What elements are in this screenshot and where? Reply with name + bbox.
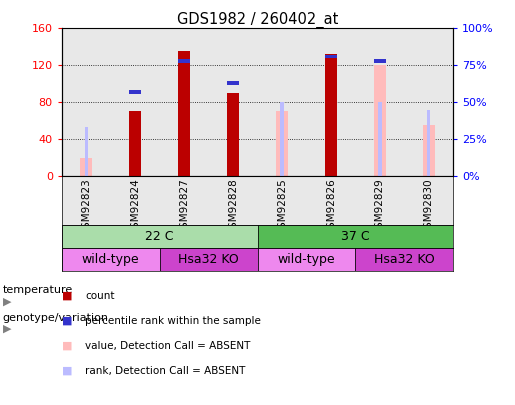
Bar bbox=[355, 248, 453, 271]
Text: wild-type: wild-type bbox=[82, 254, 140, 266]
Bar bbox=[129, 90, 141, 94]
Text: Hsa32 KO: Hsa32 KO bbox=[374, 254, 435, 266]
Text: wild-type: wild-type bbox=[278, 254, 335, 266]
Text: GSM92823: GSM92823 bbox=[81, 179, 91, 235]
Bar bbox=[62, 225, 258, 248]
Text: GSM92826: GSM92826 bbox=[326, 179, 336, 235]
Text: GSM92827: GSM92827 bbox=[179, 179, 189, 235]
Bar bbox=[84, 127, 88, 176]
Bar bbox=[258, 225, 453, 248]
Text: temperature: temperature bbox=[3, 285, 73, 294]
Text: ■: ■ bbox=[62, 341, 72, 351]
Text: GSM92824: GSM92824 bbox=[130, 179, 140, 235]
Bar bbox=[129, 111, 141, 176]
Text: GSM92828: GSM92828 bbox=[228, 179, 238, 235]
Bar bbox=[276, 111, 288, 176]
Bar bbox=[325, 55, 337, 58]
Bar bbox=[325, 54, 337, 176]
Text: GSM92825: GSM92825 bbox=[277, 179, 287, 235]
Text: percentile rank within the sample: percentile rank within the sample bbox=[85, 316, 261, 326]
Text: GSM92829: GSM92829 bbox=[375, 179, 385, 235]
Bar bbox=[374, 59, 386, 63]
Text: rank, Detection Call = ABSENT: rank, Detection Call = ABSENT bbox=[85, 366, 245, 376]
Bar bbox=[280, 102, 284, 176]
Bar bbox=[427, 110, 431, 176]
Text: 37 C: 37 C bbox=[341, 230, 370, 243]
Bar bbox=[227, 81, 239, 85]
Text: count: count bbox=[85, 291, 114, 301]
Bar bbox=[62, 248, 160, 271]
Bar bbox=[227, 93, 239, 176]
Text: ■: ■ bbox=[62, 366, 72, 376]
Bar bbox=[374, 65, 386, 176]
Bar bbox=[378, 102, 382, 176]
Bar bbox=[178, 51, 190, 176]
Text: Hsa32 KO: Hsa32 KO bbox=[178, 254, 239, 266]
Text: ■: ■ bbox=[62, 316, 72, 326]
Bar bbox=[423, 125, 435, 176]
Bar bbox=[258, 248, 355, 271]
Bar bbox=[178, 59, 190, 63]
Bar bbox=[160, 248, 258, 271]
Text: GSM92830: GSM92830 bbox=[424, 179, 434, 235]
Title: GDS1982 / 260402_at: GDS1982 / 260402_at bbox=[177, 12, 338, 28]
Text: ■: ■ bbox=[62, 291, 72, 301]
Text: ▶: ▶ bbox=[3, 297, 11, 307]
Text: genotype/variation: genotype/variation bbox=[3, 313, 109, 323]
Text: value, Detection Call = ABSENT: value, Detection Call = ABSENT bbox=[85, 341, 250, 351]
Text: 22 C: 22 C bbox=[145, 230, 174, 243]
Bar bbox=[80, 158, 92, 176]
Text: ▶: ▶ bbox=[3, 324, 11, 334]
